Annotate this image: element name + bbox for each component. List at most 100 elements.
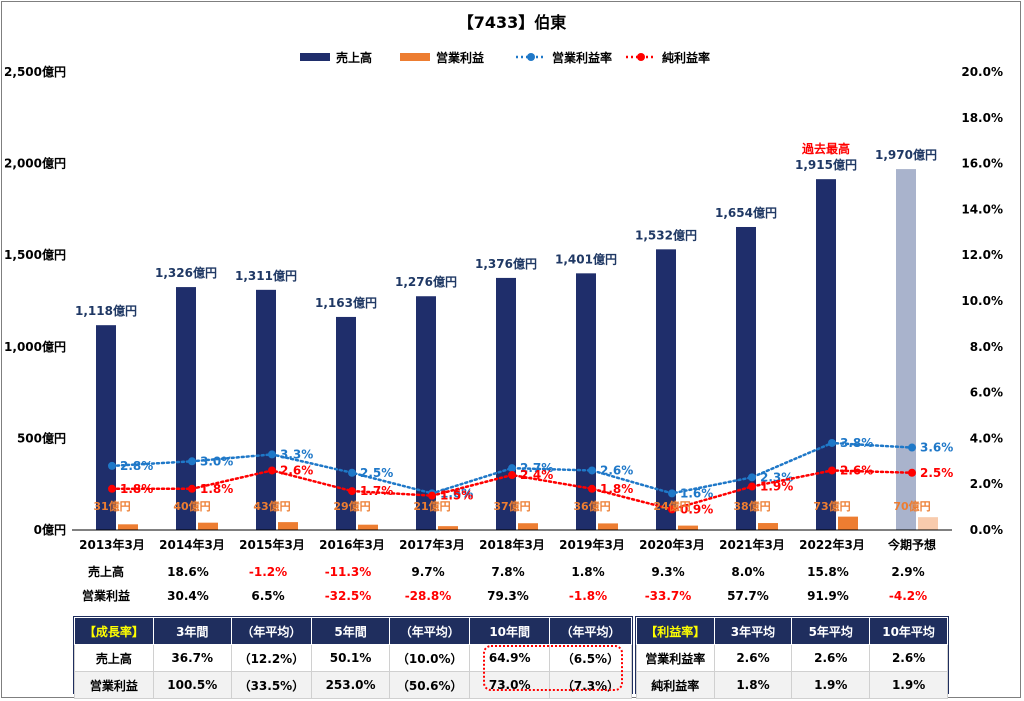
operating-margin-label: 2.7% — [520, 461, 553, 475]
operating-margin-label: 2.8% — [120, 459, 153, 473]
sales-bar — [576, 273, 596, 530]
x-tick-label: 2015年3月 — [239, 537, 305, 552]
operating-margin-point — [748, 473, 756, 482]
operating-profit-label: 37億円 — [493, 499, 530, 513]
operating-profit-label: 70億円 — [893, 499, 930, 513]
net-margin-point — [348, 487, 356, 496]
y-right-tick-label: 14.0% — [961, 202, 1003, 216]
operating-profit-bar — [438, 526, 458, 530]
operating-profit-label: 43億円 — [253, 499, 290, 513]
operating-margin-point — [268, 450, 276, 459]
growth-row-label: 売上高 — [88, 564, 124, 579]
net-margin-point — [108, 484, 116, 493]
sales-bar — [416, 296, 436, 530]
y-left-tick-label: 1,500億円 — [4, 247, 66, 262]
x-axis: 2013年3月 2014年3月 2015年3月 2016年3月 2017年3月 2018年… — [72, 529, 952, 552]
legend: 売上高 営業利益 営業利益率 純利益率 — [300, 50, 710, 65]
sales-label: 1,326億円 — [155, 265, 217, 280]
sales-label: 1,311億円 — [235, 268, 297, 283]
growth-row-value: 57.7% — [727, 589, 769, 603]
growth-row-value: -28.8% — [405, 589, 452, 603]
sales-bar — [896, 169, 916, 530]
y-left-tick-label: 1,000億円 — [4, 339, 66, 354]
growth-row-value: -1.2% — [249, 565, 287, 579]
growth-row-value: 7.8% — [491, 565, 524, 579]
net-margin-label: 1.8% — [200, 482, 233, 496]
operating-profit-label: 40億円 — [173, 499, 210, 513]
margin-cell: 営業利益率 — [636, 644, 715, 672]
y-left-tick-label: 2,500億円 — [4, 64, 66, 79]
operating-profit-label: 21億円 — [413, 499, 450, 513]
net-margin-point — [828, 466, 836, 475]
operating-profit-bar — [278, 522, 298, 530]
net-margin-point — [268, 466, 276, 475]
operating-profit-label: 36億円 — [573, 499, 610, 513]
growth-cell: 売上高 — [74, 644, 154, 672]
net-margin-label: 0.9% — [680, 502, 713, 516]
operating-margin-point — [668, 489, 676, 498]
margin-cell: 2.6% — [869, 644, 948, 672]
y-left-tick-label: 2,000億円 — [4, 156, 66, 171]
growth-rows: 売上高 18.6% -1.2% -11.3% 9.7% 7.8% 1.8% 9.3% 8.0% 1… — [82, 564, 927, 603]
growth-cell: 100.5% — [152, 671, 232, 699]
net-margin-point — [668, 505, 676, 514]
operating-margin-point — [508, 464, 516, 473]
operating-margin-label: 3.6% — [920, 441, 953, 455]
operating-margin-point — [348, 468, 356, 477]
net-margin-point — [508, 471, 516, 480]
growth-cell: 73.0% — [469, 671, 550, 699]
legend-swatch — [300, 53, 330, 61]
y-right-tick-label: 16.0% — [961, 157, 1003, 171]
x-tick-label: 2021年3月 — [719, 537, 785, 552]
growth-header-cell: （年平均） — [548, 617, 633, 645]
y-left-tick-label: 0億円 — [34, 522, 66, 537]
x-tick-label: 2022年3月 — [799, 537, 865, 552]
growth-row-value: 2.9% — [891, 565, 924, 579]
margin-cell: 1.9% — [869, 671, 948, 699]
operating-profit-bar — [198, 522, 218, 530]
legend-swatch — [400, 53, 430, 61]
growth-table: 【成長率】 3年間 （年平均） 5年間 （年平均） 10年間 （年平均） 売上高… — [74, 617, 633, 699]
growth-cell: （33.5%） — [230, 671, 313, 699]
sales-label: 1,376億円 — [475, 256, 537, 271]
net-margin-point — [588, 484, 596, 493]
net-margin-label: 1.9% — [760, 479, 793, 493]
growth-row-value: 8.0% — [731, 565, 764, 579]
x-tick-label: 2017年3月 — [399, 537, 465, 552]
net-margin-point — [188, 484, 196, 493]
legend-label: 純利益率 — [662, 50, 710, 65]
sales-bar — [656, 249, 676, 531]
y-right-tick-label: 8.0% — [970, 340, 1003, 354]
legend-label: 営業利益 — [436, 50, 484, 65]
y-right-tick-label: 12.0% — [961, 248, 1003, 262]
growth-row-value: 91.9% — [807, 589, 849, 603]
sales-bar — [816, 179, 836, 530]
margin-cell: 1.8% — [713, 671, 793, 699]
sales-label: 1,654億円 — [715, 205, 777, 220]
margin-header-cell: 5年平均 — [791, 617, 871, 645]
growth-row-value: 6.5% — [251, 589, 284, 603]
growth-cell: （10.0%） — [388, 644, 471, 672]
operating-margin-label: 2.3% — [760, 470, 793, 484]
margin-cell: 2.6% — [791, 644, 871, 672]
x-tick-label: 2018年3月 — [479, 537, 545, 552]
sales-label: 1,401億円 — [555, 251, 617, 266]
right-axis: 0.0% 2.0% 4.0% 6.0% 8.0% 10.0% 12.0% 14.0% 16.0%… — [961, 65, 1003, 537]
legend-marker — [637, 53, 645, 61]
operating-margin-point — [588, 466, 596, 475]
growth-row-label: 営業利益 — [82, 588, 130, 603]
operating-margin-label: 3.8% — [840, 436, 873, 450]
x-tick-label: 2013年3月 — [79, 537, 145, 552]
x-tick-label: 2016年3月 — [319, 537, 385, 552]
operating-profit-bar — [678, 525, 698, 530]
operating-margin-point — [188, 457, 196, 466]
margin-header-cell: 10年平均 — [869, 617, 948, 645]
y-right-tick-label: 4.0% — [970, 431, 1003, 445]
data-labels: 1,118億円 31億円 1,326億円 40億円 1,311億円 43億円 1,163億円… — [75, 141, 937, 513]
x-tick-label: 2020年3月 — [639, 537, 705, 552]
net-margin-label: 1.7% — [360, 484, 393, 498]
chart-title: 【7433】伯東 — [458, 13, 567, 32]
operating-profit-bar — [918, 517, 938, 530]
legend-label: 売上高 — [336, 50, 372, 65]
